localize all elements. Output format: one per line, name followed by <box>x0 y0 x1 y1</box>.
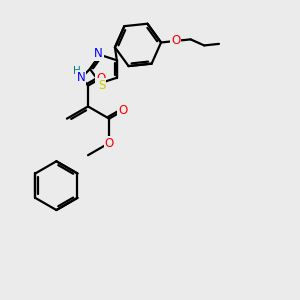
Text: O: O <box>96 72 106 85</box>
Text: N: N <box>94 47 103 60</box>
Text: O: O <box>104 136 114 149</box>
Text: O: O <box>171 34 181 47</box>
Text: O: O <box>118 104 127 117</box>
Text: N: N <box>77 71 85 84</box>
Text: S: S <box>98 79 105 92</box>
Text: H: H <box>73 65 80 76</box>
